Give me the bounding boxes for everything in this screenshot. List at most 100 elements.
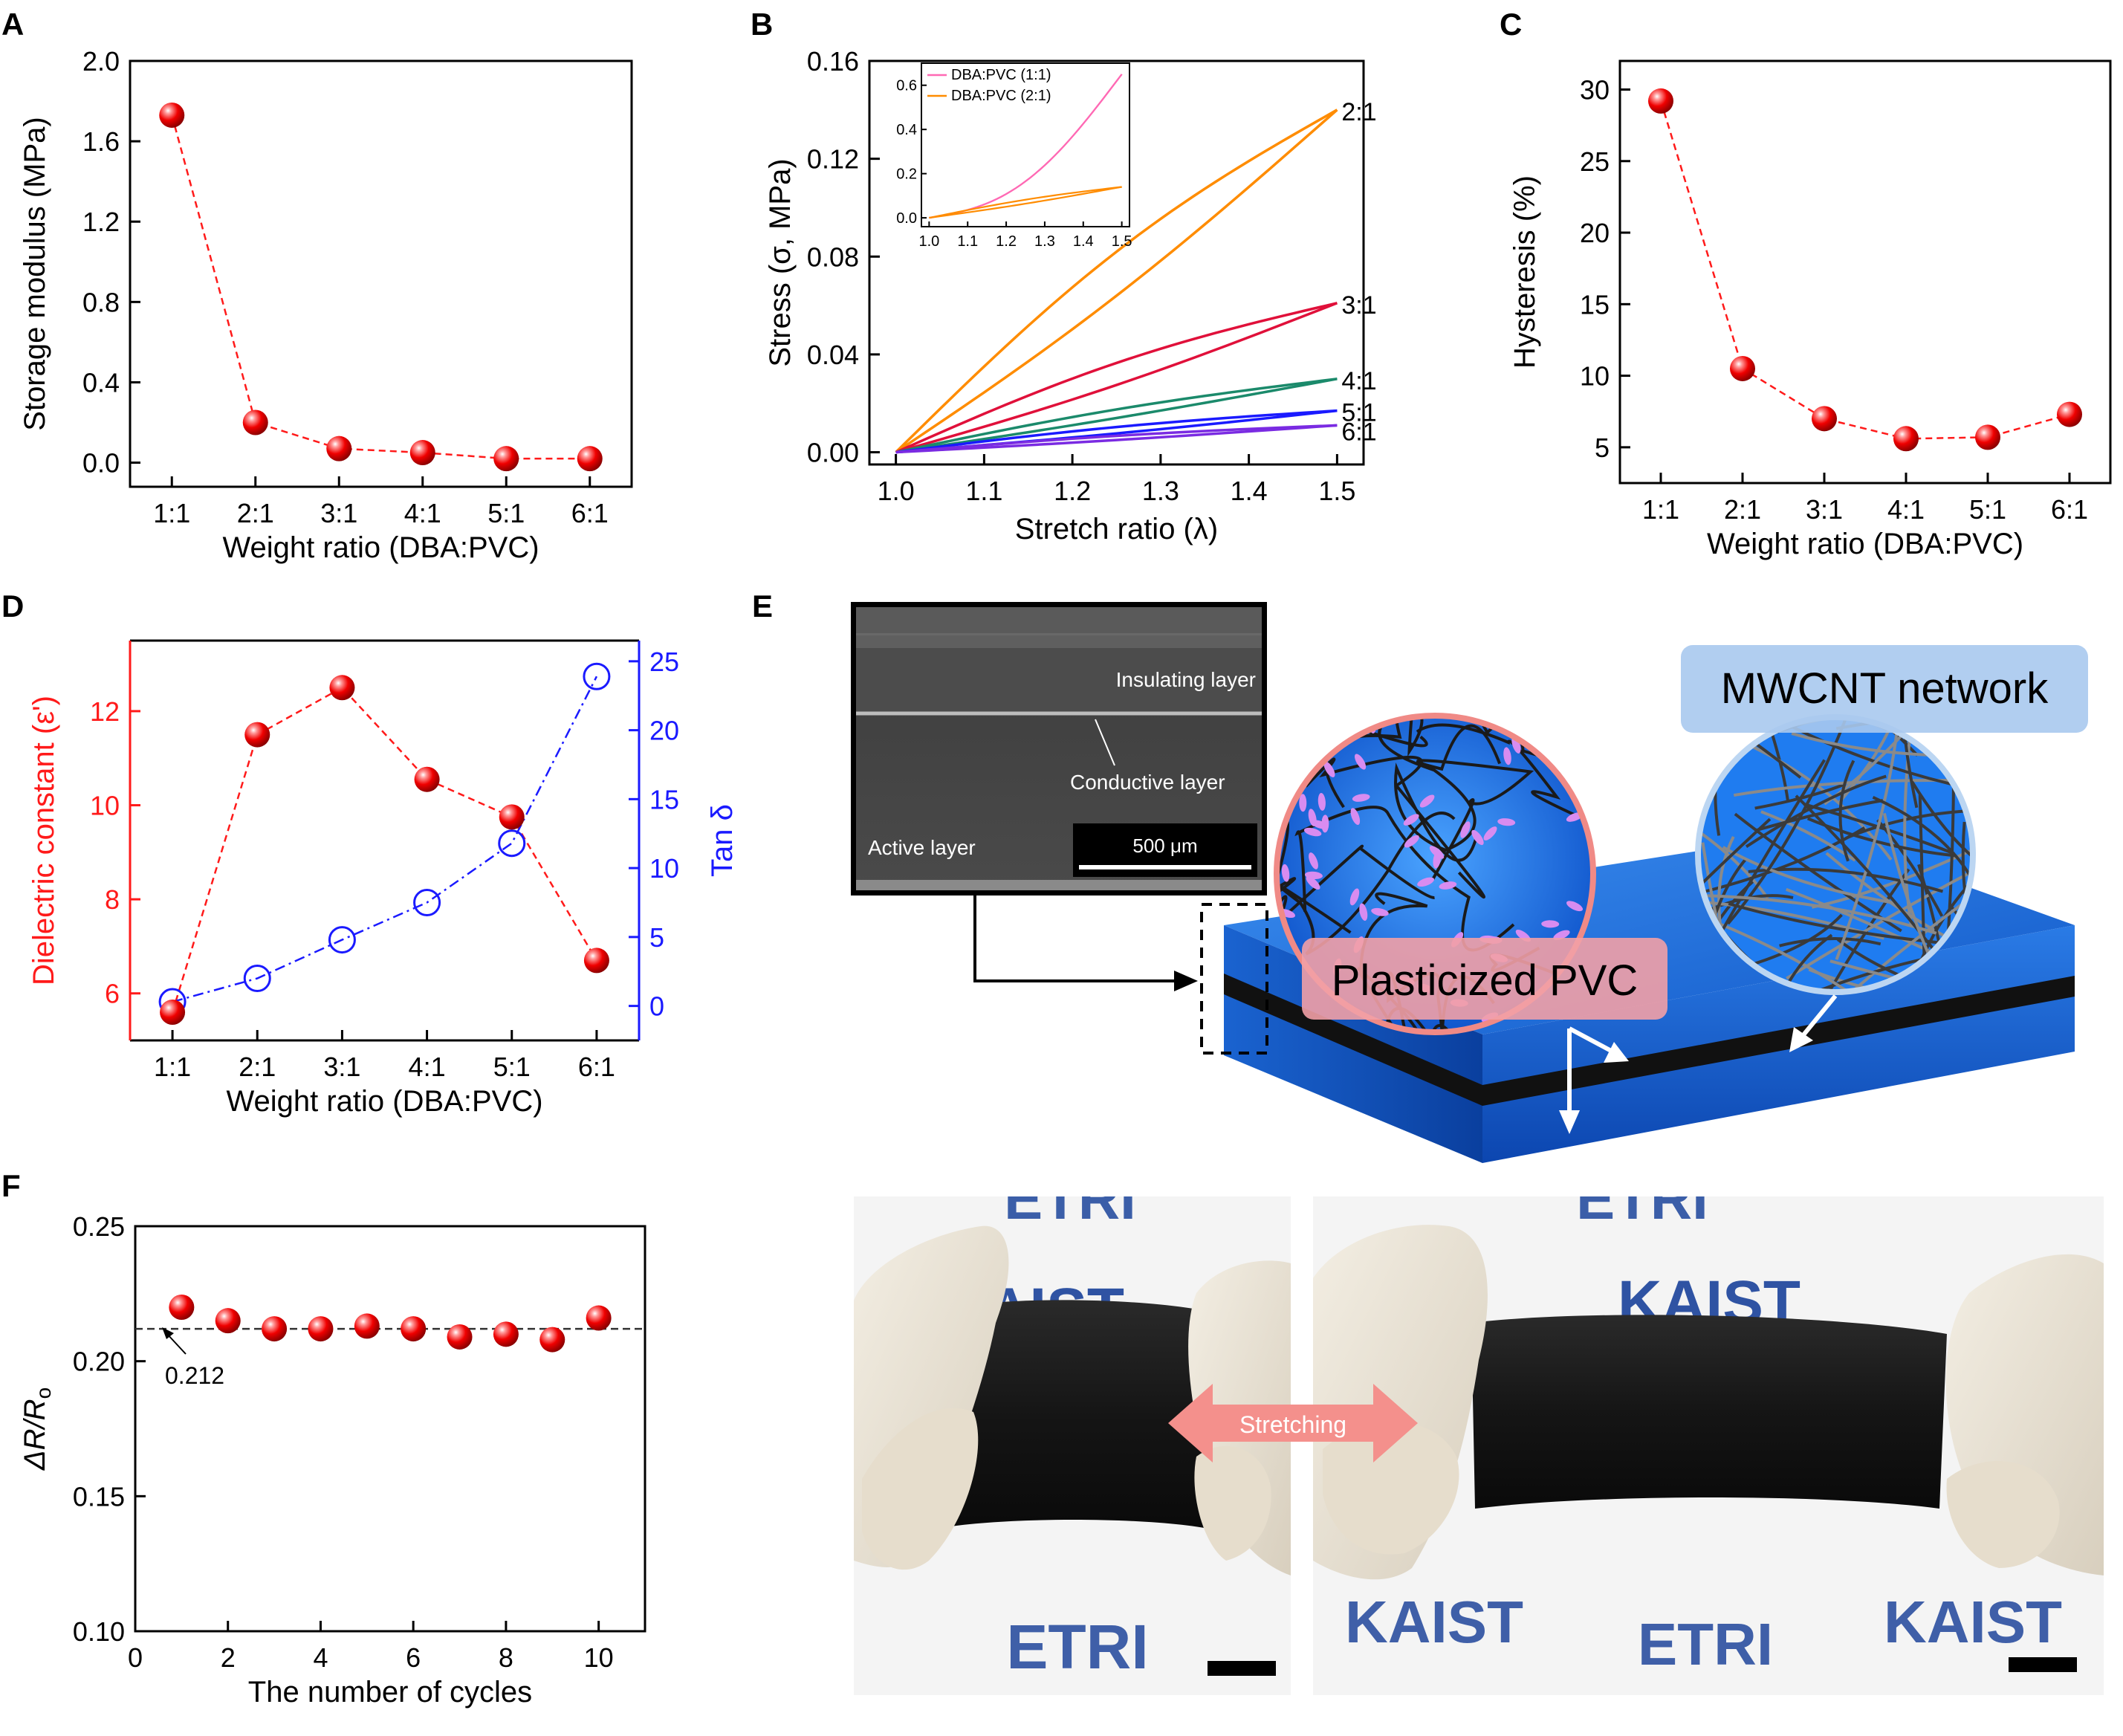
y-tick-label: 1.2 [82,207,120,237]
plasticizer-molecule [1566,901,1584,912]
data-dashed-line [1659,100,2070,440]
x-tick-label: 1.1 [965,476,1002,506]
y-axis-title: Stress (σ, MPa) [764,158,797,366]
nanotube [1701,826,1866,894]
sem-label-conductive: Conductive layer [1070,771,1225,794]
right-y-tick-label: 10 [649,853,679,884]
right-y-tick-label: 20 [649,716,679,746]
dielectric-point [244,722,270,748]
nanotube [1726,717,1852,925]
plasticizer-molecule [1352,794,1370,802]
chart-d-dielectric: 6 8 10 12 0 5 10 15 20 25 1:1 2:1 3:1 4:1 5:1 6:1 Weight… [27,639,739,1118]
chart-f-cycles: 0 2 4 6 8 10 0.10 0.15 0.20 0.25 0.212 The number o… [19,1211,646,1709]
y-tick-label: 0.20 [73,1347,125,1377]
plasticizer-molecule [1433,850,1442,869]
nanotube [1786,887,1973,992]
nanotube [1722,846,1896,905]
photo-left-top-text: ETRI [1004,1166,1136,1231]
photo-right-thumb-left [1323,1422,1459,1555]
nanotube [1838,760,1855,862]
plasticizer-molecule [1511,736,1521,754]
series-loading-curve [895,302,1338,454]
series-label: 3:1 [1341,291,1376,320]
y-tick-label: 20 [1580,218,1610,248]
plasticizer-molecule [1404,835,1419,848]
right-y-tick-label: 5 [649,922,664,953]
x-tick-label: 3:1 [323,1052,360,1082]
left-y-tick-label: 12 [90,696,120,727]
tan-delta-point [498,829,526,858]
plasticizer-molecule [1355,754,1367,770]
y-tick-label: 0.4 [82,367,120,398]
inset-y-tick-label: 0.2 [896,166,917,183]
polymer-chain [1416,724,1534,882]
panel-label-b: B [751,7,773,42]
x-tick-label: 0 [128,1642,143,1673]
pointer-head-1 [1604,1042,1629,1063]
data-point [1812,406,1837,432]
y-axis-title: Storage modulus (MPa) [19,117,51,430]
chartA-plot-frame [129,59,633,488]
data-dashed-line [171,114,590,460]
x-tick-label: 6 [406,1642,421,1673]
photo-right-bottom-right-text: KAIST [1884,1589,2062,1655]
x-tick-label: 1.4 [1231,476,1268,506]
mwcnt-label: MWCNT network [1721,664,2049,713]
tan-delta-point [583,662,611,690]
inset-x-tick-label: 1.1 [957,233,978,250]
x-tick-label: 5:1 [1969,494,2006,525]
tan-delta-point [243,965,271,993]
inset-legend-label: DBA:PVC (1:1) [951,67,1051,83]
series-loading-curve [895,378,1338,454]
right-y-tick-label: 25 [649,647,679,677]
y-tick-label: 10 [1580,361,1610,392]
y-tick-label: 30 [1580,75,1610,106]
photo-right-scalebar [2009,1657,2077,1672]
inset-x-tick-label: 1.4 [1073,233,1094,250]
stretching-arrow-shape [1168,1384,1418,1463]
data-point [169,1295,195,1320]
x-tick-label: 1.5 [1318,476,1355,506]
layer-pointers [1559,994,1838,1134]
plasticizer-molecule [1439,881,1457,890]
tan-delta-point [413,888,441,916]
photo-left-thumb-left [862,1408,979,1570]
y-tick-label: 15 [1580,289,1610,320]
nanotube [1734,812,1902,933]
data-point [215,1308,241,1334]
y-tick-label: 0.00 [807,438,859,468]
plasticizer-molecule [1419,794,1435,808]
plasticizer-molecule [1306,876,1320,890]
chartC-plot-frame [1618,59,2112,485]
pointer-head-2 [1559,1110,1580,1134]
pointer-head-3 [1789,1027,1813,1052]
plasticizer-molecule [1553,930,1570,940]
y-tick-label: 25 [1580,146,1610,177]
data-point [1893,426,1919,452]
inset-x-tick-label: 1.3 [1034,233,1055,250]
sem-bottom-edge [856,880,1262,890]
data-point [1730,355,1755,381]
plasticizer-molecule [1471,829,1484,846]
data-point [586,1305,612,1331]
data-point [493,446,519,472]
x-axis-title: The number of cycles [248,1676,532,1709]
data-point [447,1324,473,1350]
photo-right-top-text: ETRI [1576,1166,1708,1231]
pointer-line-3 [1800,994,1838,1038]
plasticizer-molecule [1299,794,1307,812]
x-axis-title: Weight ratio (DBA:PVC) [226,1085,542,1118]
inset-legend-label: DBA:PVC (2:1) [951,88,1051,104]
sem-label-active: Active layer [868,836,976,859]
dielectric-point [329,675,355,701]
nanotube [1698,893,1937,935]
left-y-tick-label: 6 [105,979,120,1009]
y-tick-label: 0.10 [73,1616,125,1647]
data-point [401,1316,427,1342]
data-point [409,440,435,466]
photo-right-bottom-left-text: KAIST [1345,1589,1523,1655]
data-point [354,1313,380,1339]
plasticizer-molecule [1371,907,1389,916]
series-unloading-curve [895,108,1338,453]
pvc-circle-border [1274,713,1596,1035]
